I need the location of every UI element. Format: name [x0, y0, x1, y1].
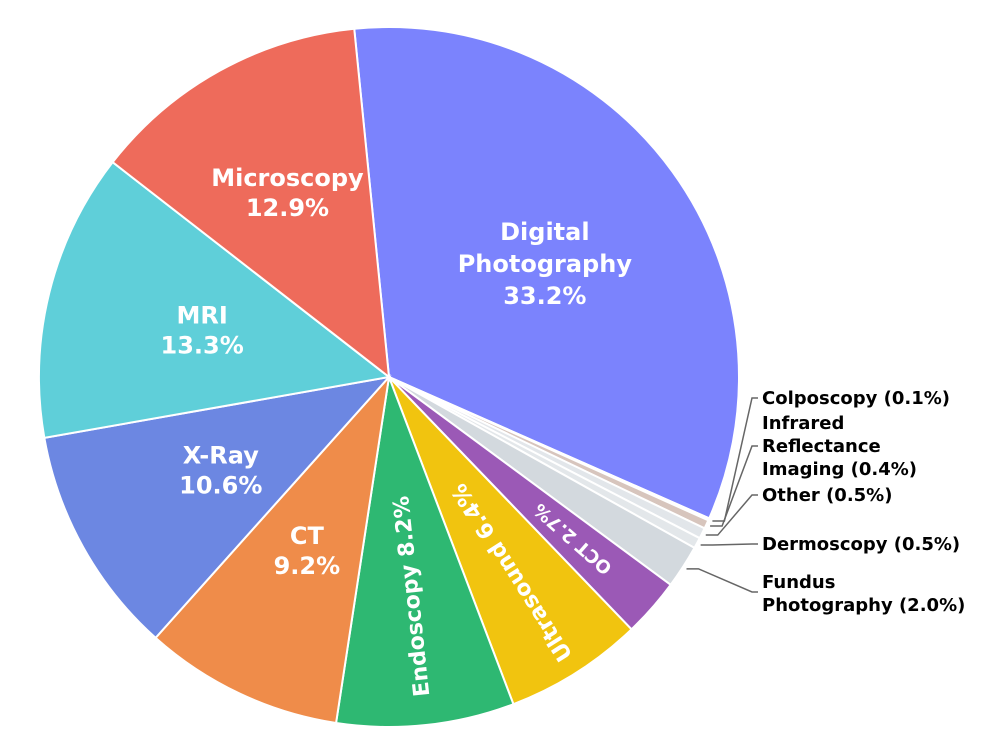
leader-fundus	[686, 568, 758, 593]
slice-ct	[154, 373, 391, 725]
label-infrared-line: Infrared	[762, 413, 844, 434]
label-fundus-line: Fundus	[762, 572, 835, 593]
slice-microscopy	[111, 27, 391, 380]
label-colposcopy: Colposcopy (0.1%)	[762, 388, 950, 409]
label-mri: MRI 13.3%	[161, 302, 244, 360]
leader-other	[705, 494, 758, 536]
label-ct: CT 9.2%	[274, 522, 341, 580]
label-mri-line: 13.3%	[161, 332, 244, 360]
label-xray-line: 10.6%	[179, 472, 262, 500]
label-ct-line: 9.2%	[274, 552, 341, 580]
label-colposcopy-line: Colposcopy (0.1%)	[762, 388, 950, 409]
leader-colposcopy	[712, 397, 758, 522]
label-infrared-line: Reflectance	[762, 436, 881, 457]
slice-mri	[38, 160, 392, 440]
label-infrared: Infrared Reflectance Imaging (0.4%)	[762, 413, 917, 480]
label-microscopy-line: 12.9%	[246, 194, 329, 222]
label-fundus-line: Photography (2.0%)	[762, 595, 965, 616]
label-digital-line: Digital	[500, 218, 589, 246]
label-digital-line: Photography	[458, 250, 633, 278]
leader-dermoscopy	[700, 543, 758, 546]
leader-infrared	[710, 445, 758, 527]
slice-digital	[353, 26, 740, 520]
label-other-line: Other (0.5%)	[762, 485, 892, 506]
label-other: Other (0.5%)	[762, 485, 892, 506]
label-digital: Digital Photography 33.2%	[458, 218, 633, 310]
label-fundus: Fundus Photography (2.0%)	[762, 572, 965, 616]
leader-lines	[686, 397, 758, 593]
label-mri-line: MRI	[177, 302, 228, 330]
label-xray: X-Ray 10.6%	[179, 442, 262, 500]
label-ct-line: CT	[290, 522, 325, 550]
slice-endoscopy	[334, 373, 515, 728]
label-microscopy-line: Microscopy	[211, 164, 364, 192]
label-dermoscopy-line: Dermoscopy (0.5%)	[762, 534, 960, 555]
label-dermoscopy: Dermoscopy (0.5%)	[762, 534, 960, 555]
label-infrared-line: Imaging (0.4%)	[762, 459, 917, 480]
label-digital-line: 33.2%	[503, 282, 586, 310]
label-microscopy: Microscopy 12.9%	[211, 164, 364, 222]
pie-slices	[38, 26, 740, 728]
label-xray-line: X-Ray	[183, 442, 259, 470]
slice-xray	[43, 375, 392, 640]
slice-ultrasound	[388, 376, 633, 706]
